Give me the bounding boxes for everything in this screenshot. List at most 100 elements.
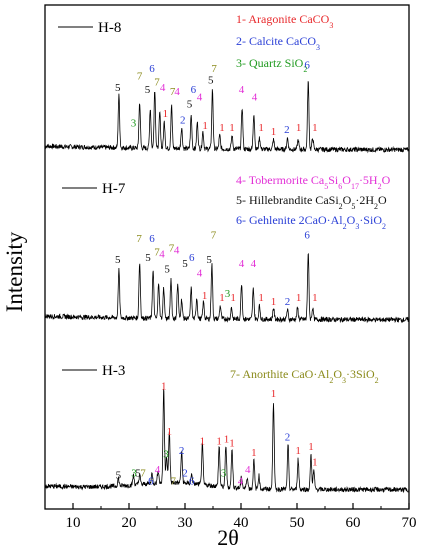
peak-label: 1 xyxy=(219,122,225,134)
peak-label: 1 xyxy=(202,290,208,302)
peak-label: 7 xyxy=(211,63,217,75)
peak-label: 1 xyxy=(296,292,302,304)
peak-label: 1 xyxy=(258,292,264,304)
peak-label: 7 xyxy=(170,475,176,487)
x-tick-label: 30 xyxy=(178,515,193,531)
series-line-h-8 xyxy=(44,81,410,154)
peak-label: 4 xyxy=(245,464,251,476)
peak-label: 5 xyxy=(187,98,193,110)
peak-label: 1 xyxy=(229,122,235,134)
peak-label: 7 xyxy=(140,468,146,480)
peak-label: 1 xyxy=(230,292,236,304)
x-tick-label: 10 xyxy=(66,515,81,531)
peak-label: 7 xyxy=(136,233,142,245)
peak-label: 1 xyxy=(202,120,208,132)
peak-label: 3 xyxy=(163,449,169,461)
peak-label: 1 xyxy=(271,126,277,138)
x-tick-label: 60 xyxy=(346,515,361,531)
peak-label: 1 xyxy=(271,388,277,400)
peak-label: 6 xyxy=(189,252,195,264)
peak-label: 4 xyxy=(239,258,245,270)
peak-label: 1 xyxy=(271,296,277,308)
peak-label: 2 xyxy=(180,114,186,126)
peak-label: 4 xyxy=(251,258,257,270)
x-tick-label: 50 xyxy=(290,515,305,531)
peak-label: 1 xyxy=(200,435,206,447)
legend-entry-6: 6- Gehlenite 2CaO·Al2O3·SiO2 xyxy=(236,213,386,231)
peak-label: 1 xyxy=(216,435,222,447)
peak-label: 7 xyxy=(137,71,143,83)
peak-label: 7 xyxy=(211,229,217,241)
x-tick-label: 70 xyxy=(402,515,417,531)
peak-label: 2 xyxy=(285,296,291,308)
peak-label: 5 xyxy=(164,264,170,276)
peak-label: 4 xyxy=(252,92,258,104)
series-name-h-3: H-3 xyxy=(102,363,125,379)
peak-label: 1 xyxy=(251,447,257,459)
peak-label: 1 xyxy=(229,437,235,449)
peak-label: 3 xyxy=(131,468,137,480)
peak-label: 2 xyxy=(182,468,188,480)
peak-label: 1 xyxy=(312,292,318,304)
series-line-h-7 xyxy=(44,252,410,324)
peak-label: 2 xyxy=(284,124,290,136)
peak-label: 3 xyxy=(221,468,227,480)
peak-label: 6 xyxy=(304,59,310,71)
peak-label: 6 xyxy=(189,475,195,487)
peak-label: 4 xyxy=(197,267,203,279)
peak-label: 4 xyxy=(239,84,245,96)
x-tick-label: 20 xyxy=(122,515,137,531)
peak-label: 7 xyxy=(154,246,160,258)
legend-entry-4: 4- Tobermorite Ca5Si6O17·5H2O xyxy=(236,173,391,191)
peak-label: 7 xyxy=(154,76,160,88)
peak-label: 1 xyxy=(308,441,314,453)
peak-label: 3 xyxy=(225,288,231,300)
peak-label: 5 xyxy=(135,468,141,480)
peak-label: 1 xyxy=(224,434,230,446)
series-name-h-7: H-7 xyxy=(102,181,126,197)
peak-label: 5 xyxy=(145,252,151,264)
peak-label: 1 xyxy=(312,122,318,134)
peak-label: 4 xyxy=(155,464,161,476)
peak-label: 6 xyxy=(149,233,155,245)
peak-label: 4 xyxy=(197,92,203,104)
peak-label: 6 xyxy=(149,63,155,75)
peak-label: 6 xyxy=(304,229,310,241)
peak-label: 1 xyxy=(219,292,225,304)
legend-entry-3: 3- Quartz SiO2 xyxy=(236,56,307,74)
peak-label: 1 xyxy=(258,122,264,134)
peak-label: 2 xyxy=(179,445,185,457)
peak-label: 1 xyxy=(295,445,301,457)
peak-label: 4 xyxy=(238,475,244,487)
peak-label: 2 xyxy=(285,432,291,444)
peak-label: 3 xyxy=(131,117,137,129)
series-name-h-8: H-8 xyxy=(98,20,121,36)
legend-entry-5: 5- Hillebrandite CaSi2O5·2H2O xyxy=(236,193,387,211)
peak-label: 1 xyxy=(163,108,169,120)
legend-entry-2: 2- Calcite CaCO3 xyxy=(236,34,320,52)
legend-entry-1: 1- Aragonite CaCO3 xyxy=(236,12,333,30)
peak-label: 1 xyxy=(161,380,167,392)
peak-label: 1 xyxy=(167,426,173,438)
peak-label: 4 xyxy=(159,248,165,260)
y-axis-label: Intensity xyxy=(2,231,27,312)
peak-label: 6 xyxy=(191,84,197,96)
peak-label: 4 xyxy=(160,82,166,94)
x-axis-label: 2θ xyxy=(217,525,239,550)
legend-entry-7: 7- Anorthite CaO·Al2O3·3SiO2 xyxy=(230,367,379,385)
peak-label: 5 xyxy=(208,75,214,87)
peak-label: 4 xyxy=(174,86,180,98)
x-tick-label: 40 xyxy=(234,515,249,531)
peak-label: 1 xyxy=(312,456,318,468)
peak-label: 5 xyxy=(182,258,188,270)
peak-label: 1 xyxy=(296,122,302,134)
peak-label: 7 xyxy=(169,243,175,255)
peak-label: 5 xyxy=(206,254,212,266)
peak-label: 5 xyxy=(115,82,121,94)
peak-label: 5 xyxy=(116,470,122,482)
series-line-h-3 xyxy=(44,389,410,494)
peak-label: 5 xyxy=(115,254,121,266)
plot-frame xyxy=(44,4,410,510)
peak-label: 5 xyxy=(145,84,151,96)
